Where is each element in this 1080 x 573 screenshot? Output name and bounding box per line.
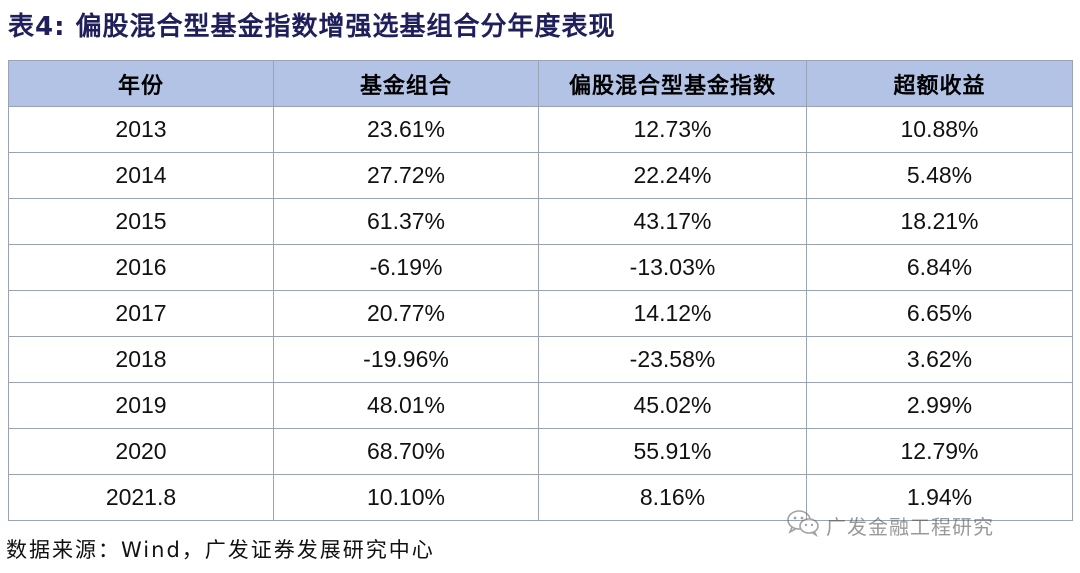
table-row: 2014 27.72% 22.24% 5.48% — [8, 152, 1073, 199]
cell-fund-portfolio: 48.01% — [273, 382, 539, 429]
table-row: 2021.8 10.10% 8.16% 1.94% — [8, 474, 1073, 521]
column-header-year: 年份 — [8, 60, 274, 107]
column-header-index: 偏股混合型基金指数 — [538, 60, 807, 107]
cell-index: -23.58% — [538, 336, 807, 383]
table-row: 2019 48.01% 45.02% 2.99% — [8, 382, 1073, 429]
cell-year: 2017 — [8, 290, 274, 337]
cell-fund-portfolio: 27.72% — [273, 152, 539, 199]
cell-index: 12.73% — [538, 106, 807, 153]
watermark: 广发金融工程研究 — [786, 509, 994, 541]
table-row: 2020 68.70% 55.91% 12.79% — [8, 428, 1073, 475]
cell-index: 22.24% — [538, 152, 807, 199]
cell-index: 55.91% — [538, 428, 807, 475]
cell-excess-return: 2.99% — [806, 382, 1073, 429]
cell-excess-return: 1.94% — [806, 474, 1073, 521]
cell-year: 2020 — [8, 428, 274, 475]
table-row: 2016 -6.19% -13.03% 6.84% — [8, 244, 1073, 291]
table-header-row: 年份 基金组合 偏股混合型基金指数 超额收益 — [8, 60, 1073, 107]
cell-year: 2016 — [8, 244, 274, 291]
cell-fund-portfolio: 68.70% — [273, 428, 539, 475]
cell-fund-portfolio: 61.37% — [273, 198, 539, 245]
cell-fund-portfolio: 20.77% — [273, 290, 539, 337]
cell-year: 2014 — [8, 152, 274, 199]
wechat-icon — [786, 509, 820, 541]
source-note: 数据来源：Wind，广发证券发展研究中心 — [6, 538, 435, 562]
watermark-text: 广发金融工程研究 — [826, 514, 994, 539]
cell-excess-return: 5.48% — [806, 152, 1073, 199]
table-row: 2017 20.77% 14.12% 6.65% — [8, 290, 1073, 337]
cell-index: 8.16% — [538, 474, 807, 521]
cell-year: 2015 — [8, 198, 274, 245]
cell-year: 2013 — [8, 106, 274, 153]
table-row: 2018 -19.96% -23.58% 3.62% — [8, 336, 1073, 383]
cell-index: 43.17% — [538, 198, 807, 245]
cell-excess-return: 18.21% — [806, 198, 1073, 245]
page-title: 表4: 偏股混合型基金指数增强选基组合分年度表现 — [8, 12, 616, 42]
cell-year: 2018 — [8, 336, 274, 383]
cell-excess-return: 6.84% — [806, 244, 1073, 291]
cell-fund-portfolio: -19.96% — [273, 336, 539, 383]
cell-fund-portfolio: -6.19% — [273, 244, 539, 291]
cell-year: 2019 — [8, 382, 274, 429]
performance-table: 年份 基金组合 偏股混合型基金指数 超额收益 2013 23.61% 12.73… — [8, 60, 1073, 521]
cell-index: 14.12% — [538, 290, 807, 337]
column-header-excess-return: 超额收益 — [806, 60, 1073, 107]
cell-excess-return: 6.65% — [806, 290, 1073, 337]
table-row: 2013 23.61% 12.73% 10.88% — [8, 106, 1073, 153]
table-row: 2015 61.37% 43.17% 18.21% — [8, 198, 1073, 245]
cell-index: -13.03% — [538, 244, 807, 291]
column-header-fund-portfolio: 基金组合 — [273, 60, 539, 107]
cell-fund-portfolio: 10.10% — [273, 474, 539, 521]
cell-excess-return: 12.79% — [806, 428, 1073, 475]
cell-year: 2021.8 — [8, 474, 274, 521]
cell-index: 45.02% — [538, 382, 807, 429]
cell-excess-return: 10.88% — [806, 106, 1073, 153]
cell-fund-portfolio: 23.61% — [273, 106, 539, 153]
cell-excess-return: 3.62% — [806, 336, 1073, 383]
